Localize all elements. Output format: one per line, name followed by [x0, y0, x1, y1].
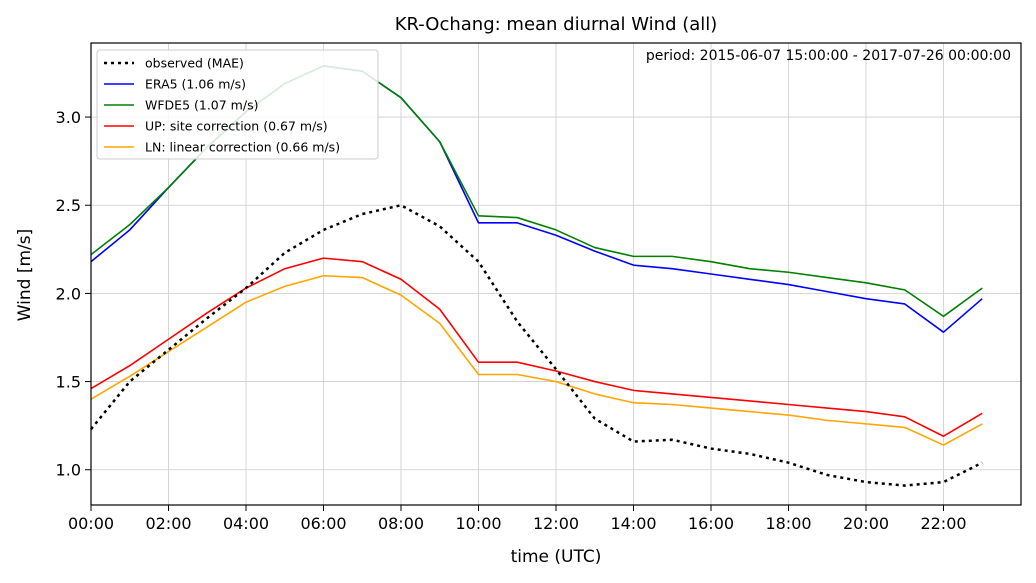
plot-frame	[90, 42, 1022, 506]
x-tick-label: 08:00	[378, 514, 424, 533]
series-line	[90, 257, 983, 438]
y-tick-label: 1.5	[56, 373, 81, 392]
y-tick-label: 1.0	[56, 461, 81, 480]
x-tick-label: 16:00	[688, 514, 734, 533]
legend-label: LN: linear correction (0.66 m/s)	[145, 140, 340, 155]
x-tick-label: 14:00	[610, 514, 656, 533]
series-line	[90, 203, 983, 487]
series-line	[90, 274, 983, 446]
y-tick-label: 3.0	[56, 108, 81, 127]
x-tick-label: 10:00	[455, 514, 501, 533]
legend-label: WFDE5 (1.07 m/s)	[145, 98, 258, 113]
period-annotation: period: 2015-06-07 15:00:00 - 2017-07-26…	[646, 48, 1011, 64]
legend-label: ERA5 (1.06 m/s)	[145, 77, 246, 92]
x-tick-label: 20:00	[843, 514, 889, 533]
chart-title: KR-Ochang: mean diurnal Wind (all)	[395, 14, 718, 35]
x-tick-label: 12:00	[533, 514, 579, 533]
legend-label: UP: site correction (0.67 m/s)	[145, 119, 328, 134]
x-tick-label: 02:00	[145, 514, 191, 533]
x-tick-label: 04:00	[223, 514, 269, 533]
x-tick-label: 00:00	[68, 514, 114, 533]
y-tick-label: 2.0	[56, 284, 81, 303]
x-tick-label: 18:00	[765, 514, 811, 533]
legend-label: observed (MAE)	[145, 56, 244, 71]
x-tick-label: 06:00	[300, 514, 346, 533]
plot-area: 00:00 02:00 04:00 06:00 08:00 10:00 12:00 14:00…	[56, 42, 1022, 533]
y-axis-label: Wind [m/s]	[15, 229, 35, 322]
y-tick-label: 2.5	[56, 196, 81, 215]
x-tick-label: 22:00	[920, 514, 966, 533]
legend-box	[96, 49, 379, 160]
x-axis-label: time (UTC)	[511, 547, 602, 567]
legend: observed (MAE) ERA5 (1.06 m/s) WFDE5 (1.07…	[96, 49, 379, 160]
